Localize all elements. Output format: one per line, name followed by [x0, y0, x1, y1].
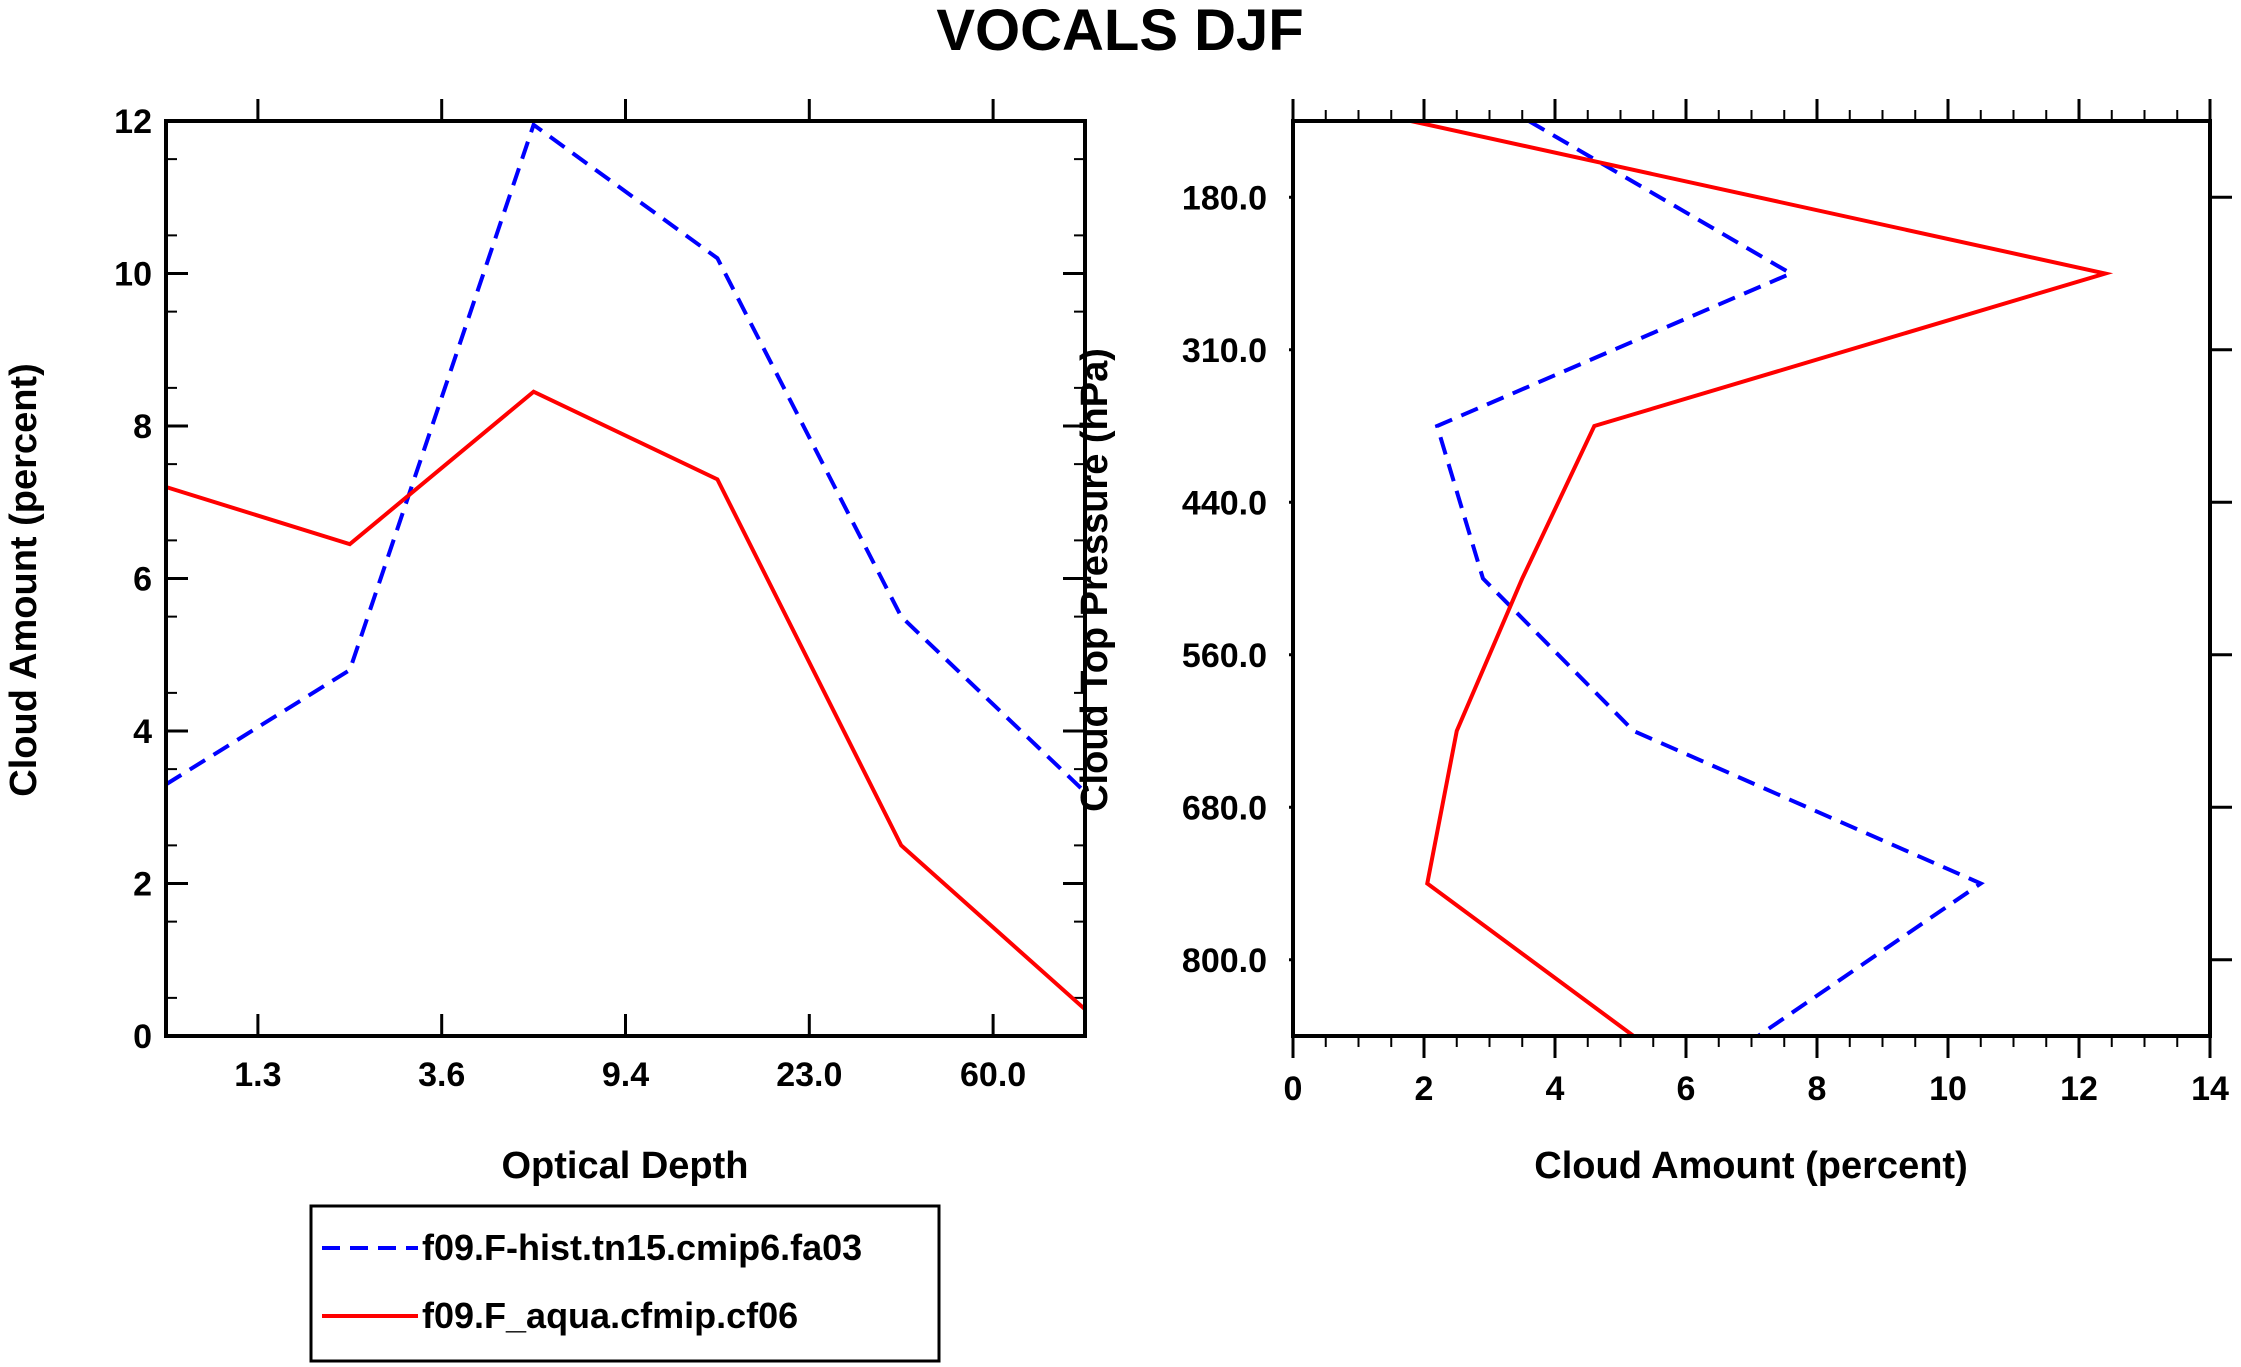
- left-y-tick-label: 0: [133, 1018, 152, 1056]
- chart-title: VOCALS DJF: [936, 0, 1303, 63]
- legend-label-2: f09.F_aqua.cfmip.cf06: [422, 1295, 798, 1336]
- left-y-tick-label: 8: [133, 408, 152, 446]
- right-x-tick-label: 4: [1546, 1070, 1565, 1108]
- right-y-tick-label: 440.0: [1182, 484, 1267, 522]
- left-y-tick-label: 6: [133, 561, 152, 599]
- right-y-axis-title: Cloud Top Pressure (hPa): [1074, 348, 1116, 812]
- legend: f09.F-hist.tn15.cmip6.fa03 f09.F_aqua.cf…: [309, 1204, 941, 1363]
- left-panel: 0 2 4 6 8 10 12 1.3 3.6 9.4 23.0 60.0 Optical Depth…: [3, 99, 1087, 1187]
- legend-box: [309, 1204, 941, 1363]
- right-series-dashed-blue: [1434, 119, 1985, 1038]
- right-y-tick-label: 560.0: [1182, 637, 1267, 675]
- left-x-tick-label: 1.3: [234, 1056, 281, 1094]
- right-plot-frame: [1291, 119, 2212, 1038]
- right-x-tick-label: 8: [1808, 1070, 1827, 1108]
- right-panel: 0 2 4 6 8 10 12 14 180.0 310.0 440.0 560.0 680.0 800.…: [1074, 99, 2232, 1187]
- right-y-tick-label: 180.0: [1182, 179, 1267, 217]
- left-y-tick-label: 12: [114, 103, 152, 141]
- left-plot-frame: [164, 119, 1087, 1038]
- right-x-tick-label: 10: [1929, 1070, 1967, 1108]
- right-y-tick-label: 680.0: [1182, 789, 1267, 827]
- left-y-tick-label: 10: [114, 256, 152, 294]
- left-y-axis-title: Cloud Amount (percent): [3, 363, 45, 796]
- left-x-tick-label: 60.0: [960, 1056, 1026, 1094]
- right-x-tick-label: 14: [2191, 1070, 2229, 1108]
- left-x-tick-label: 3.6: [418, 1056, 465, 1094]
- right-x-tick-label: 0: [1284, 1070, 1303, 1108]
- right-x-axis-title: Cloud Amount (percent): [1534, 1145, 1967, 1187]
- right-x-tick-label: 2: [1415, 1070, 1434, 1108]
- left-y-tick-label: 2: [133, 866, 152, 904]
- right-axis-ticks: 0 2 4 6 8 10 12 14 180.0 310.0 440.0 560.0 680.0 800.…: [1182, 99, 2232, 1108]
- right-x-tick-label: 12: [2060, 1070, 2098, 1108]
- right-series-lines: [1410, 119, 2114, 1038]
- right-x-tick-label: 6: [1677, 1070, 1696, 1108]
- legend-label-1: f09.F-hist.tn15.cmip6.fa03: [422, 1227, 862, 1268]
- right-series-solid-red: [1410, 119, 2114, 1038]
- left-axis-ticks: 0 2 4 6 8 10 12 1.3 3.6 9.4 23.0 60.0: [114, 99, 1085, 1094]
- left-x-tick-label: 9.4: [602, 1056, 649, 1094]
- left-series-lines: [164, 121, 1087, 1011]
- left-series-dashed-blue: [164, 121, 1087, 794]
- left-series-solid-red: [165, 389, 1087, 1011]
- right-y-tick-label: 310.0: [1182, 332, 1267, 370]
- left-x-tick-label: 23.0: [776, 1056, 842, 1094]
- left-x-axis-title: Optical Depth: [501, 1145, 748, 1187]
- left-y-tick-label: 4: [133, 713, 152, 751]
- right-y-tick-label: 800.0: [1182, 942, 1267, 980]
